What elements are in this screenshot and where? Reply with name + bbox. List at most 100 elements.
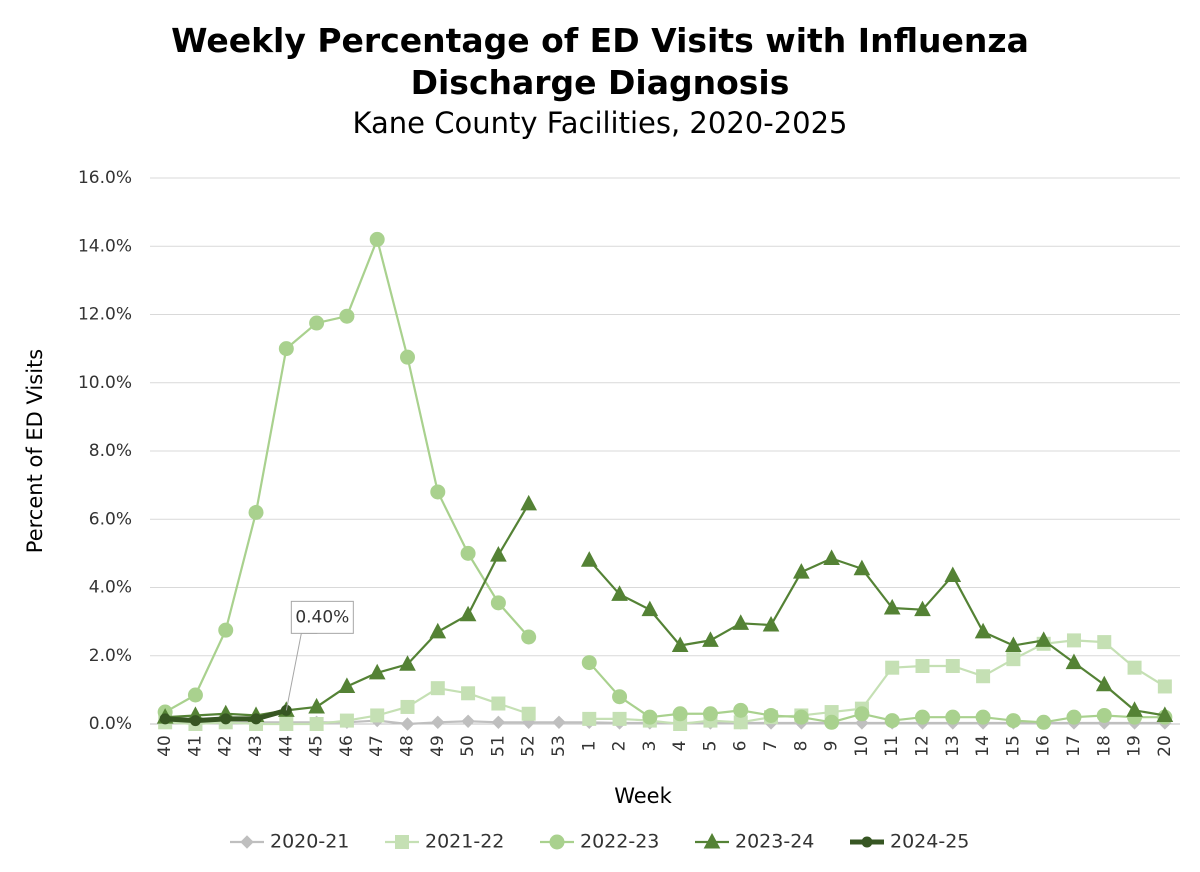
x-tick-label: 52: [519, 735, 539, 757]
data-point: [461, 714, 475, 728]
data-point: [250, 713, 262, 725]
data-point: [399, 655, 416, 671]
data-point: [915, 658, 930, 673]
data-point: [309, 315, 325, 331]
data-point: [248, 504, 264, 520]
data-point: [429, 622, 447, 639]
legend-label: 2020-21: [270, 831, 349, 853]
data-point: [642, 709, 658, 725]
x-tick-label: 12: [913, 735, 933, 757]
x-tick-label: 9: [822, 741, 842, 752]
data-point: [400, 699, 415, 714]
data-point: [915, 709, 930, 725]
x-tick-label: 17: [1064, 735, 1084, 757]
data-point: [581, 655, 597, 671]
x-tick-label: 50: [458, 735, 478, 757]
data-point: [702, 631, 719, 647]
data-point: [400, 349, 415, 365]
y-tick-label: 2.0%: [89, 646, 132, 666]
data-point: [580, 551, 598, 567]
y-axis-label: Percent of ED Visits: [23, 349, 47, 553]
data-point: [368, 663, 386, 680]
data-label: 0.40%: [295, 607, 349, 627]
data-point: [974, 622, 992, 639]
data-point: [732, 614, 750, 630]
data-point: [975, 709, 991, 725]
data-point: [1157, 679, 1172, 694]
x-tick-label: 16: [1034, 735, 1054, 757]
data-point: [762, 615, 780, 632]
data-point: [400, 717, 415, 731]
y-tick-label: 4.0%: [89, 578, 132, 598]
legend-marker: [861, 836, 873, 848]
x-axis-label: Week: [614, 784, 672, 808]
data-point: [792, 563, 810, 579]
legend-marker: [395, 835, 409, 849]
data-point: [1097, 635, 1112, 650]
data-point: [459, 605, 477, 622]
data-point: [1005, 636, 1022, 653]
x-tick-label: 47: [367, 735, 387, 757]
x-tick-label: 48: [398, 735, 418, 757]
x-tick-label: 11: [882, 735, 902, 757]
data-point: [793, 709, 809, 725]
legend-label: 2024-25: [890, 831, 969, 853]
data-point: [339, 713, 354, 728]
data-point: [671, 636, 689, 653]
legend-label: 2021-22: [425, 831, 504, 853]
data-point: [370, 708, 385, 723]
data-point: [430, 681, 445, 696]
x-tick-label: 40: [155, 735, 175, 757]
x-tick-label: 42: [216, 735, 236, 757]
legend-marker: [240, 835, 254, 849]
x-tick-label: 8: [791, 741, 811, 752]
data-point: [611, 585, 628, 601]
data-point: [976, 669, 991, 684]
chart-title: Weekly Percentage of ED Visits with Infl…: [171, 21, 1029, 102]
series-line: [588, 557, 1166, 717]
data-point: [521, 629, 537, 645]
y-tick-label: 10.0%: [78, 373, 132, 393]
x-tick-label: 1: [579, 741, 599, 752]
x-tick-label: 46: [337, 735, 357, 757]
data-point: [672, 706, 688, 722]
data-point: [339, 308, 355, 324]
data-point: [612, 711, 627, 726]
data-point: [490, 546, 507, 562]
data-point: [1036, 714, 1052, 730]
data-point: [883, 598, 901, 615]
data-point: [461, 686, 476, 701]
data-point: [308, 697, 325, 714]
data-point: [189, 715, 201, 727]
x-tick-label: 45: [307, 735, 327, 757]
x-tick-label: 41: [185, 735, 205, 757]
data-point: [582, 711, 597, 726]
data-point: [945, 709, 961, 725]
data-point: [338, 677, 356, 693]
legend-label: 2022-23: [580, 831, 659, 853]
data-point: [885, 660, 900, 675]
data-point: [1095, 675, 1113, 692]
x-tick-label: 43: [246, 735, 266, 757]
data-point: [491, 715, 506, 730]
data-point: [702, 706, 718, 722]
x-tick-label: 13: [943, 735, 963, 757]
data-point: [159, 713, 171, 725]
data-point: [279, 717, 294, 731]
y-tick-label: 14.0%: [78, 236, 132, 256]
data-point: [1035, 631, 1053, 647]
x-tick-label: 18: [1094, 735, 1114, 757]
data-point: [945, 658, 960, 673]
data-point: [914, 600, 931, 617]
data-point: [490, 595, 506, 611]
data-point: [612, 689, 628, 705]
x-tick-label: 3: [640, 741, 660, 752]
label-box: [290, 600, 354, 634]
x-tick-label: 51: [488, 735, 508, 757]
data-point: [521, 706, 536, 721]
data-point: [491, 696, 506, 711]
data-point: [944, 566, 962, 583]
chart-subtitle: Kane County Facilities, 2020-2025: [352, 106, 848, 140]
x-tick-label: 53: [549, 735, 569, 757]
x-tick-label: 4: [670, 741, 690, 752]
